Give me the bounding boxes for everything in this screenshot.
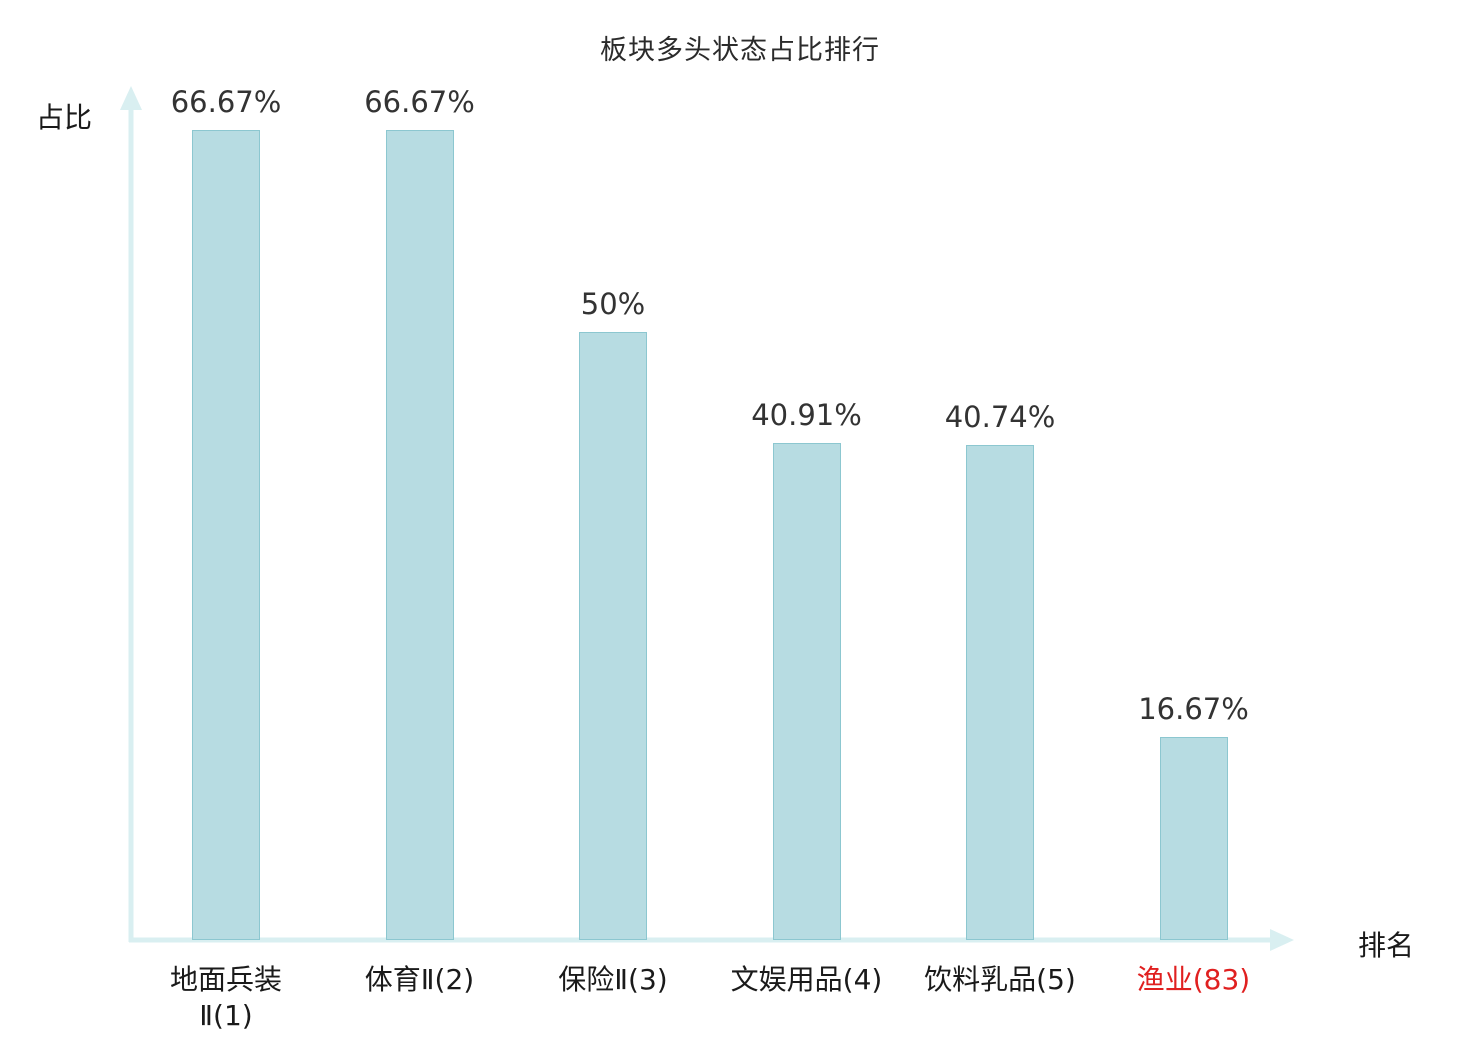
bar-value-label: 50% — [580, 287, 646, 321]
bar-value-label: 66.67% — [364, 85, 475, 119]
bar — [966, 445, 1034, 940]
bar-value-label: 40.74% — [944, 400, 1056, 434]
category-label: 体育Ⅱ(2) — [364, 963, 475, 996]
x-axis-label: 排名 — [1358, 929, 1415, 962]
bar — [579, 332, 647, 940]
bar — [192, 130, 260, 940]
category-label: 饮料乳品(5) — [924, 963, 1076, 996]
bar-value-label: 16.67% — [1138, 692, 1249, 726]
y-axis-label: 占比 — [36, 101, 93, 134]
bar — [385, 130, 454, 940]
chart-title: 板块多头状态占比排行 — [600, 35, 880, 66]
x-axis-arrow-icon — [1270, 929, 1294, 951]
bar-value-label: 40.91% — [751, 398, 862, 432]
category-label: 地面兵装 Ⅱ(1) — [169, 963, 282, 1033]
bar-value-label: 66.67% — [170, 85, 282, 119]
category-label: 渔业(83) — [1136, 963, 1251, 996]
bar — [1159, 737, 1228, 940]
category-label: 文娱用品(4) — [730, 963, 883, 996]
category-label: 保险Ⅱ(3) — [558, 963, 668, 996]
y-axis-arrow-icon — [120, 86, 142, 110]
bar — [772, 443, 841, 940]
